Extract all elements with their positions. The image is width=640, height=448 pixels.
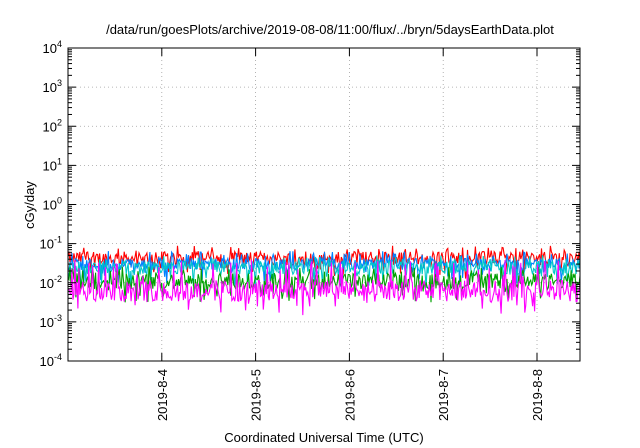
x-tick-label: 2019-8-4 [155, 369, 170, 421]
y-tick-label: 10-1 [40, 235, 62, 252]
x-tick-label: 2019-8-5 [249, 369, 264, 421]
x-axis-label: Coordinated Universal Time (UTC) [224, 430, 423, 445]
y-tick-label: 101 [43, 156, 62, 173]
y-tick-label: 10-2 [40, 274, 62, 291]
y-tick-label: 104 [43, 39, 62, 56]
y-tick-label: 10-4 [40, 352, 62, 369]
x-tick-label: 2019-8-7 [436, 369, 451, 421]
y-tick-label: 10-3 [40, 313, 62, 330]
x-tick-label: 2019-8-8 [530, 369, 545, 421]
y-axis-label: cGy/day [22, 181, 37, 229]
x-tick-label: 2019-8-6 [342, 369, 357, 421]
chart-title: /data/run/goesPlots/archive/2019-08-08/1… [106, 22, 554, 37]
series-group [67, 245, 581, 316]
series-line [67, 259, 581, 316]
series-line [67, 266, 581, 303]
axis-ticks: 10-4 10-3 10-2 10-1 100 101 102 103 104 2019-8-4 2… [40, 39, 580, 421]
grid [68, 48, 580, 361]
y-tick-label: 103 [43, 78, 62, 95]
y-tick-label: 102 [43, 117, 62, 134]
y-tick-label: 100 [43, 196, 62, 213]
series-line [67, 254, 581, 289]
